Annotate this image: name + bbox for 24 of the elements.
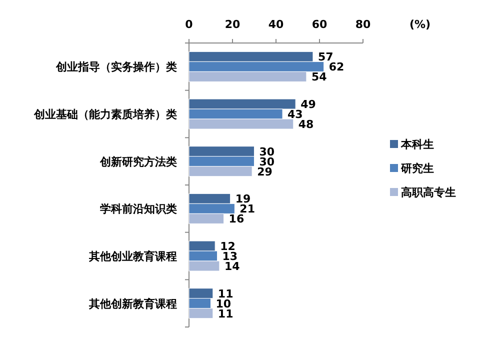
x-tick-label: 40 [268,18,284,31]
y-tick-label: 创新研究方法类 [99,155,177,168]
data-label: 43 [288,108,303,121]
data-label: 14 [224,260,240,273]
y-tick-label: 学科前沿知识类 [100,202,177,216]
legend-label: 高职高专生 [401,186,456,199]
legend-label: 研究生 [400,162,434,175]
x-tick-label: 20 [224,18,240,31]
data-label: 12 [220,240,236,253]
data-label: 16 [228,212,244,226]
x-tick-label: 60 [312,18,328,31]
y-tick-label: 其他创业教育课程 [88,250,177,263]
y-tick-label: 其他创新教育课程 [88,297,177,310]
data-label: 13 [222,250,238,263]
data-label: 49 [300,98,316,111]
data-label: 48 [298,118,314,131]
y-tick-label: 创业指导（实务操作）类 [55,60,177,74]
y-tick-label: 创业基础（能力素质培养）类 [33,108,177,121]
data-label: 62 [328,60,344,74]
legend-label: 本科生 [400,138,434,151]
x-tick-label: 0 [185,18,194,31]
x-axis-title: (%) [409,18,431,31]
x-tick-label: 80 [355,18,371,31]
data-label: 54 [311,70,328,84]
